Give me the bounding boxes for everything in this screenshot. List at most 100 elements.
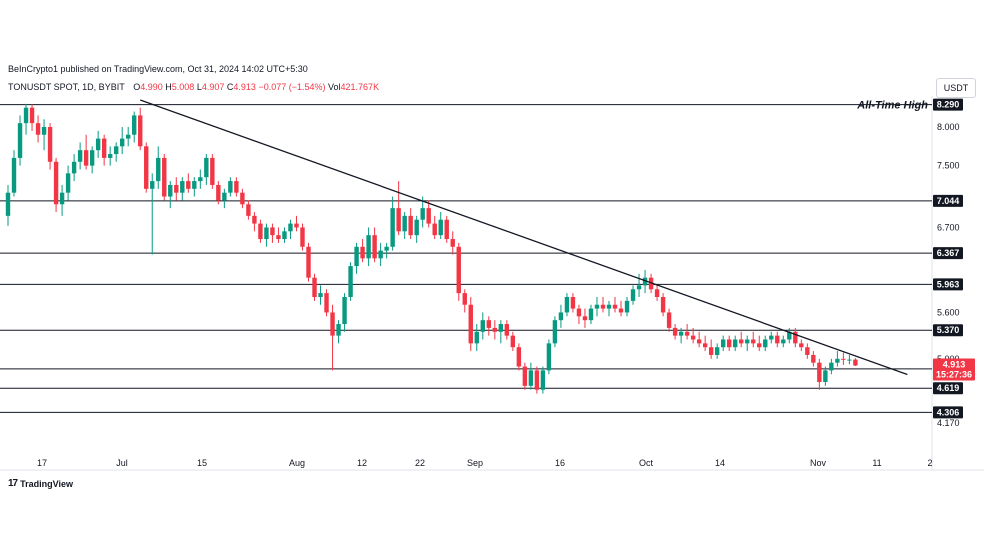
candle-body [757, 343, 762, 348]
candle-body [59, 192, 65, 205]
candle-body [168, 184, 173, 197]
candle-body [222, 192, 227, 201]
candle-body [510, 335, 516, 348]
candle-body [270, 227, 275, 236]
candle-body [594, 304, 600, 309]
candle-body [95, 138, 101, 151]
candle-body [660, 296, 666, 313]
candle-body [678, 331, 684, 336]
trendline-layer [140, 99, 908, 376]
time-axis[interactable]: 17 Jul 15 Aug 12 22 Sep 16 Oct 14 Nov 11 2 [37, 458, 933, 468]
candle-body [180, 181, 185, 193]
candle-body [264, 227, 269, 240]
candle-body [198, 177, 203, 182]
candle-body [252, 215, 257, 224]
open-value: 4.990 [140, 82, 163, 92]
currency-selector[interactable]: USDT [936, 78, 976, 98]
candle-body [540, 370, 546, 390]
level-price-label: 6.367 [937, 248, 960, 258]
candle-body [246, 204, 251, 216]
candle-body [642, 277, 648, 286]
candle-body [799, 343, 804, 348]
candle-body [354, 246, 359, 267]
publisher-caption: BeInCrypto1 published on TradingView.com… [8, 64, 308, 74]
candle-body [23, 107, 29, 124]
support-resistance-levels [0, 104, 932, 413]
candle-body [763, 339, 768, 348]
candle-body [498, 324, 504, 332]
candle-body [720, 339, 726, 348]
candle-body [294, 223, 299, 228]
candle-body [186, 181, 191, 189]
candle-body [324, 293, 329, 313]
level-price-tag [933, 98, 963, 111]
candle-body [672, 327, 678, 336]
level-price-label: 5.963 [937, 279, 960, 289]
candle-body [156, 157, 161, 182]
candle-body [787, 331, 792, 340]
candle-body [588, 308, 594, 321]
candle-body [733, 339, 738, 348]
candle-body [384, 246, 389, 251]
level-price-tag [933, 194, 963, 207]
candle-body [366, 235, 371, 259]
candle-body [739, 339, 744, 344]
y-tick-label: 7.500 [937, 161, 960, 171]
candle-body [630, 289, 636, 301]
last-price-label: 4.913 [943, 360, 966, 370]
all-time-high-label: All-Time High [856, 100, 928, 112]
candle-body [330, 312, 335, 336]
level-price-tag [933, 247, 963, 260]
x-tick-label: 17 [37, 458, 47, 468]
close-label: C [226, 82, 234, 92]
candle-body [564, 296, 570, 313]
candle-body [144, 146, 149, 189]
candle-body [480, 320, 485, 332]
candle-body [546, 343, 552, 371]
candle-body [600, 304, 606, 309]
candle-body [582, 316, 588, 321]
x-tick-label: Nov [810, 458, 827, 468]
candle-body [408, 215, 413, 236]
candle-body [450, 239, 455, 247]
candle-body [522, 366, 528, 386]
candle-body [841, 358, 846, 360]
y-tick-label: 4.170 [937, 418, 960, 428]
candle-body [528, 370, 534, 386]
candle-body [690, 335, 696, 340]
level-price-label: 8.290 [937, 100, 960, 110]
candle-body [65, 173, 71, 193]
candle-body [288, 223, 293, 232]
candle-body [101, 138, 107, 158]
candle-body [234, 181, 239, 193]
vol-value: 421.767K [340, 82, 380, 92]
candle-body [35, 123, 41, 135]
high-label: H [165, 82, 172, 92]
candle-body [606, 304, 612, 309]
candle-body [853, 359, 858, 366]
candle-body [426, 208, 431, 224]
tradingview-brand[interactable]: 17 TradingView [8, 478, 73, 489]
candle-body [829, 362, 834, 371]
level-price-label: 4.306 [937, 407, 960, 417]
candle-body [811, 354, 816, 363]
candle-body [714, 347, 720, 355]
x-tick-label: 14 [715, 458, 725, 468]
candle-body [708, 347, 714, 355]
candle-body [486, 320, 491, 328]
candle-body [53, 161, 59, 205]
candle-body [318, 293, 323, 297]
candle-body [414, 219, 419, 236]
candle-body [618, 308, 624, 313]
candle-body [492, 327, 498, 332]
candles [5, 103, 858, 394]
candle-body [107, 154, 113, 158]
candle-body [775, 335, 780, 344]
candle-body [29, 107, 35, 124]
level-price-label: 4.619 [937, 383, 960, 393]
candle-body [793, 331, 798, 344]
candle-body [835, 358, 840, 363]
x-tick-label: Jul [116, 458, 128, 468]
